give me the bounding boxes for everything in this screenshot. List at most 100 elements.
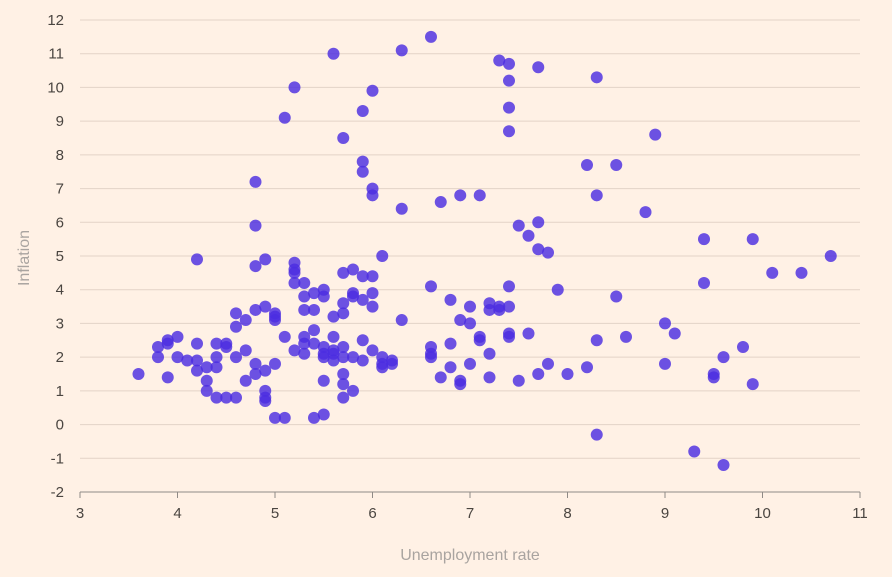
y-tick-label: 12	[47, 12, 64, 29]
scatter-point	[220, 391, 233, 404]
y-tick-label: 3	[56, 315, 64, 332]
scatter-point	[688, 445, 701, 458]
scatter-point	[259, 364, 272, 377]
scatter-point	[639, 206, 652, 219]
scatter-point	[659, 357, 671, 370]
scatter-point	[317, 408, 330, 421]
scatter-point	[337, 132, 350, 144]
scatter-point	[464, 300, 476, 313]
scatter-point	[464, 317, 476, 330]
scatter-point	[444, 337, 457, 350]
scatter-point	[230, 307, 242, 320]
scatter-point	[454, 378, 467, 391]
scatter-point	[366, 287, 379, 300]
scatter-point	[278, 111, 291, 124]
y-tick-label: 7	[56, 181, 64, 198]
scatter-point	[288, 266, 301, 279]
scatter-point	[288, 81, 301, 94]
y-tick-label: 11	[48, 46, 64, 63]
scatter-point	[522, 327, 535, 340]
y-tick-label: 4	[56, 282, 64, 299]
scatter-point	[717, 459, 730, 472]
scatter-point	[659, 317, 671, 330]
scatter-point	[249, 368, 262, 380]
scatter-point	[532, 216, 545, 229]
scatter-point	[503, 300, 515, 313]
scatter-point	[698, 233, 710, 246]
scatter-point	[356, 155, 369, 168]
scatter-point	[376, 250, 389, 262]
scatter-point	[230, 351, 242, 364]
scatter-point	[200, 384, 213, 397]
scatter-point	[366, 84, 379, 97]
scatter-point	[239, 314, 252, 327]
scatter-point	[171, 351, 184, 364]
scatter-point	[337, 351, 350, 364]
scatter-point	[210, 361, 223, 374]
scatter-point	[317, 290, 330, 303]
scatter-point	[308, 287, 320, 300]
scatter-point	[308, 303, 320, 316]
scatter-point	[298, 276, 311, 289]
scatter-point	[503, 74, 515, 87]
scatter-point	[512, 219, 525, 232]
scatter-point	[590, 189, 603, 202]
scatter-point	[386, 357, 398, 370]
scatter-point	[512, 374, 525, 387]
scatter-point	[230, 320, 242, 333]
scatter-point	[337, 266, 350, 279]
y-tick-label: 9	[56, 113, 64, 130]
scatter-point	[668, 327, 681, 340]
scatter-point	[737, 341, 749, 354]
scatter-point	[239, 374, 252, 387]
scatter-point	[308, 337, 320, 350]
gridlines	[80, 19, 860, 459]
scatter-point	[210, 337, 223, 350]
scatter-point	[152, 351, 164, 364]
scatter-point	[717, 351, 730, 364]
y-tick-label: 5	[56, 248, 64, 265]
scatter-point	[298, 290, 311, 303]
scatter-point	[308, 411, 320, 424]
y-tick-label: 6	[56, 214, 64, 231]
scatter-point	[347, 384, 359, 397]
scatter-point	[425, 351, 437, 364]
scatter-point	[590, 71, 603, 84]
scatter-point	[230, 391, 242, 404]
scatter-point	[503, 125, 515, 138]
scatter-point	[707, 371, 720, 384]
scatter-point	[308, 324, 320, 337]
scatter-point	[395, 44, 408, 57]
scatter-point	[161, 337, 174, 350]
scatter-point	[425, 30, 437, 43]
scatter-point	[181, 354, 194, 367]
scatter-point	[278, 330, 291, 343]
scatter-point	[347, 351, 359, 364]
scatter-point	[795, 266, 808, 279]
scatter-point	[161, 371, 174, 384]
x-tick-label: 8	[563, 505, 571, 522]
scatter-point	[503, 330, 515, 343]
scatter-point	[337, 391, 350, 404]
scatter-point	[288, 344, 301, 357]
scatter-point	[347, 263, 359, 276]
scatter-point	[298, 303, 311, 316]
y-axis-title: Inflation	[16, 230, 33, 286]
scatter-point	[249, 175, 262, 188]
scatter-point	[522, 229, 535, 242]
y-tick-label: -2	[51, 484, 64, 501]
scatter-point	[210, 351, 223, 364]
scatter-point	[376, 361, 389, 374]
scatter-point	[454, 189, 467, 202]
y-tick-label: 8	[56, 147, 64, 164]
scatter-point	[337, 378, 350, 391]
scatter-point	[259, 253, 272, 266]
scatter-point	[337, 341, 350, 354]
scatter-point	[473, 189, 486, 202]
scatter-point	[132, 368, 145, 380]
scatter-point	[152, 341, 164, 354]
scatter-point	[493, 54, 506, 67]
scatter-point	[366, 270, 379, 283]
scatter-point	[356, 293, 369, 306]
